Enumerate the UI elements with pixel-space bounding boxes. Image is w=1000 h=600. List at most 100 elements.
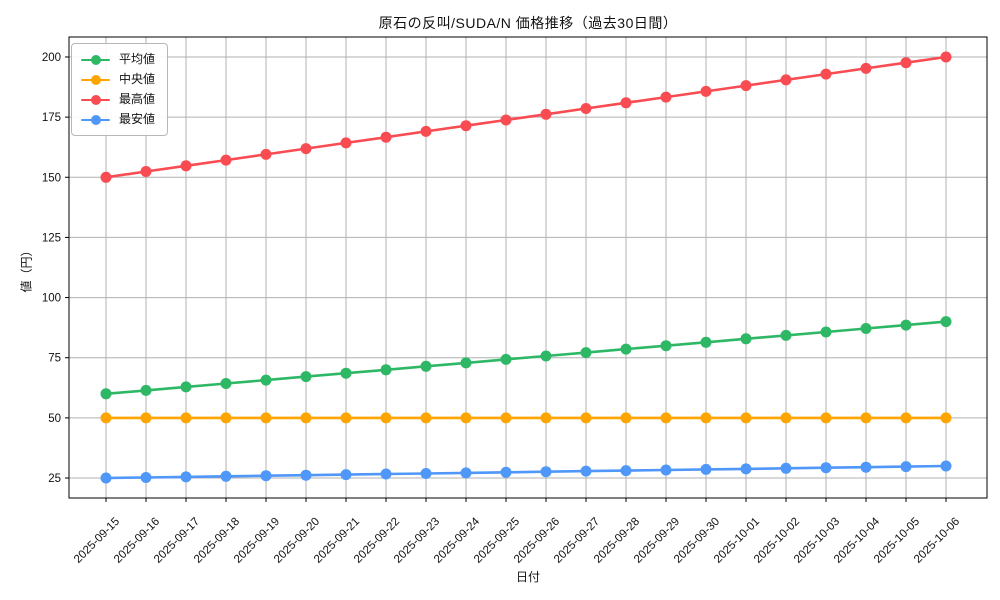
legend-label-min: 最安値	[119, 112, 156, 126]
y-tick-label: 100	[42, 293, 61, 305]
data-point-average	[460, 357, 472, 369]
legend-label-median: 中央値	[119, 72, 156, 86]
series-average	[100, 316, 952, 400]
data-point-median	[380, 412, 392, 424]
data-point-average	[660, 340, 672, 352]
data-point-median	[700, 412, 712, 424]
data-point-median	[100, 412, 112, 424]
data-point-max	[380, 131, 392, 143]
axes: 2550751001251501752002025-09-152025-09-1…	[42, 52, 962, 566]
data-point-max	[540, 108, 552, 120]
data-point-median	[300, 412, 312, 424]
data-point-median	[820, 412, 832, 424]
y-tick-label: 50	[48, 413, 61, 425]
y-tick-label: 125	[42, 232, 61, 244]
data-point-average	[300, 371, 312, 383]
data-point-max	[620, 97, 632, 109]
data-point-average	[700, 336, 712, 348]
legend-entry-median: 中央値	[81, 71, 155, 88]
data-point-average	[540, 350, 552, 362]
data-point-median	[180, 412, 192, 424]
data-point-min	[820, 462, 832, 474]
data-point-max	[460, 120, 472, 132]
legend-label-average: 平均値	[119, 52, 156, 66]
legend-entry-max: 最高値	[81, 91, 155, 108]
data-point-max	[420, 125, 432, 137]
data-point-median	[740, 412, 752, 424]
data-point-average	[420, 360, 432, 372]
data-point-median	[940, 412, 952, 424]
data-point-median	[540, 412, 552, 424]
data-point-average	[900, 319, 912, 331]
data-point-average	[940, 316, 952, 328]
data-point-median	[420, 412, 432, 424]
data-point-min	[900, 461, 912, 473]
data-point-max	[180, 160, 192, 172]
data-point-max	[500, 114, 512, 126]
data-point-average	[260, 374, 272, 386]
legend-marker-min-icon	[81, 114, 110, 125]
data-point-min	[380, 468, 392, 480]
data-point-median	[900, 412, 912, 424]
data-point-min	[140, 472, 152, 483]
data-point-median	[580, 412, 592, 424]
series-max	[100, 51, 952, 183]
data-point-max	[740, 80, 752, 92]
data-point-min	[860, 461, 872, 473]
data-point-max	[260, 148, 272, 160]
data-point-median	[620, 412, 632, 424]
data-point-min	[580, 465, 592, 477]
data-point-min	[460, 467, 472, 479]
data-point-median	[860, 412, 872, 424]
data-point-min	[500, 466, 512, 478]
data-point-max	[220, 154, 232, 166]
legend-marker-average-icon	[81, 54, 110, 65]
data-point-min	[940, 460, 952, 472]
data-point-average	[740, 333, 752, 345]
data-point-median	[460, 412, 472, 424]
y-axis-label: 値（円）	[19, 244, 34, 293]
series-line-average	[105, 320, 947, 396]
series-median	[100, 412, 952, 424]
data-point-min	[220, 470, 232, 482]
data-point-min	[260, 470, 272, 482]
y-tick-label: 150	[42, 172, 61, 184]
data-point-median	[260, 412, 272, 424]
data-point-average	[620, 343, 632, 355]
data-point-max	[660, 91, 672, 103]
data-point-max	[100, 171, 112, 183]
legend-marker-max-icon	[81, 94, 110, 105]
data-point-average	[860, 323, 872, 334]
series-line-max	[105, 55, 947, 179]
data-point-max	[900, 57, 912, 69]
data-point-average	[140, 384, 152, 396]
data-point-median	[660, 412, 672, 424]
data-point-min	[300, 469, 312, 481]
series-min	[100, 460, 952, 484]
y-tick-label: 200	[42, 52, 61, 64]
data-point-average	[180, 381, 192, 393]
data-point-min	[620, 465, 632, 477]
legend: 平均値 中央値 最高値 最安値	[71, 43, 169, 136]
data-point-min	[340, 469, 352, 481]
data-point-min	[100, 472, 112, 484]
legend-entry-min: 最安値	[81, 111, 155, 128]
data-point-median	[220, 412, 232, 424]
data-point-average	[100, 388, 112, 400]
legend-entry-average: 平均値	[81, 51, 155, 68]
series-line-min	[105, 464, 947, 480]
y-tick-label: 75	[48, 353, 61, 365]
data-point-average	[340, 367, 352, 379]
data-point-min	[660, 464, 672, 476]
data-point-max	[860, 62, 872, 74]
data-point-max	[300, 143, 312, 155]
data-point-median	[140, 412, 152, 424]
data-point-average	[820, 326, 832, 338]
data-point-min	[780, 462, 792, 474]
legend-marker-median-icon	[81, 74, 110, 85]
data-point-median	[340, 412, 352, 424]
x-axis-label: 日付	[515, 570, 540, 584]
data-point-max	[820, 68, 832, 80]
data-point-average	[380, 364, 392, 376]
